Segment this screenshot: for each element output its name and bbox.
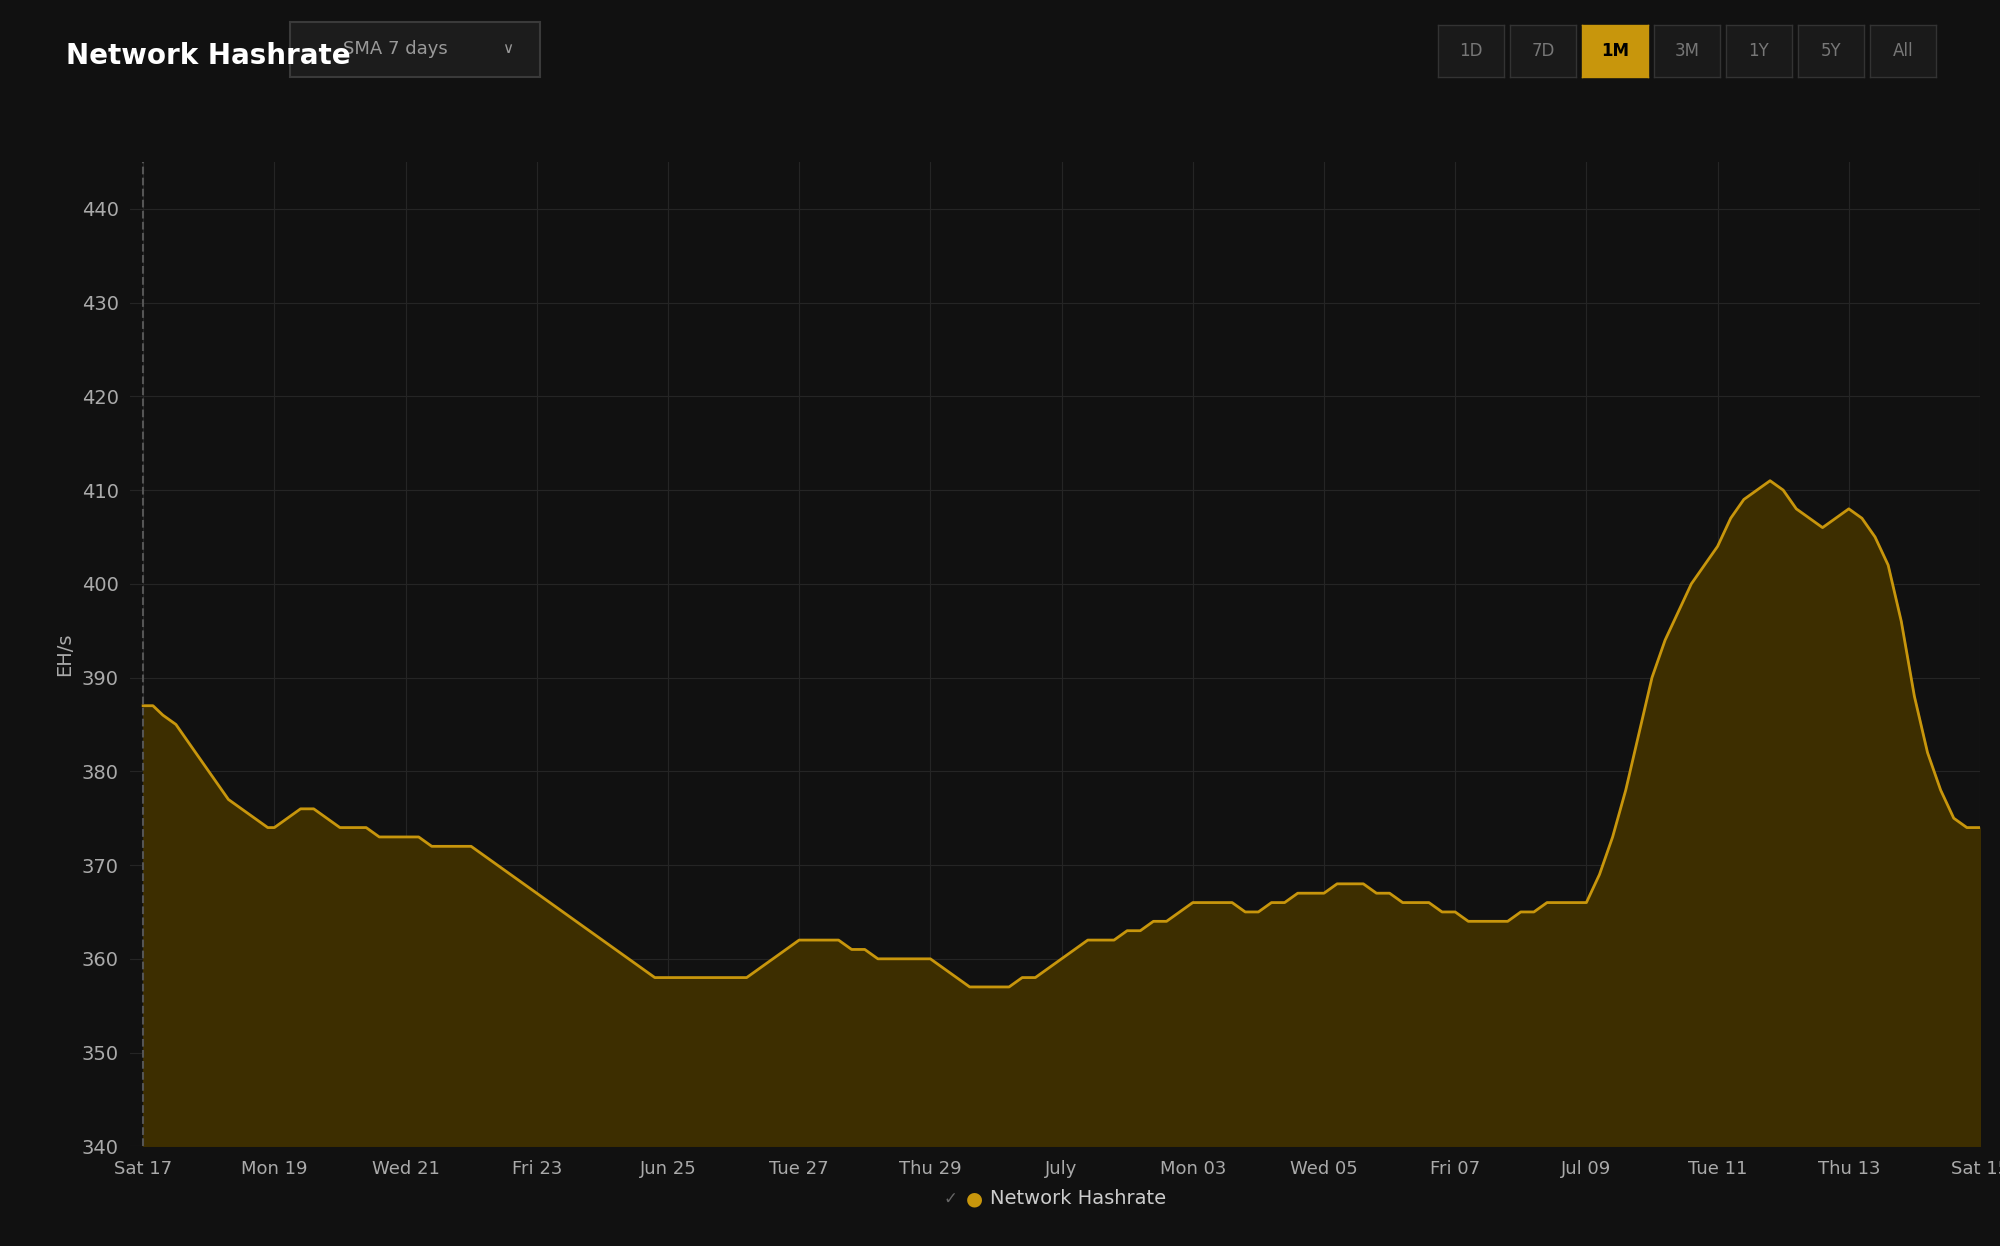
Text: 7D: 7D	[1532, 42, 1554, 60]
Y-axis label: EH/s: EH/s	[56, 633, 74, 675]
Text: 1Y: 1Y	[1748, 42, 1770, 60]
Text: 1D: 1D	[1460, 42, 1482, 60]
Text: ●: ●	[966, 1189, 982, 1209]
Text: All: All	[1892, 42, 1914, 60]
Text: Network Hashrate: Network Hashrate	[66, 42, 350, 70]
Text: 1M: 1M	[1600, 42, 1628, 60]
Text: SMA 7 days: SMA 7 days	[342, 40, 448, 57]
Text: Network Hashrate: Network Hashrate	[990, 1189, 1166, 1209]
Text: ✓: ✓	[944, 1190, 956, 1207]
Text: 3M: 3M	[1674, 42, 1700, 60]
Text: 5Y: 5Y	[1820, 42, 1842, 60]
Text: ∨: ∨	[502, 41, 514, 56]
